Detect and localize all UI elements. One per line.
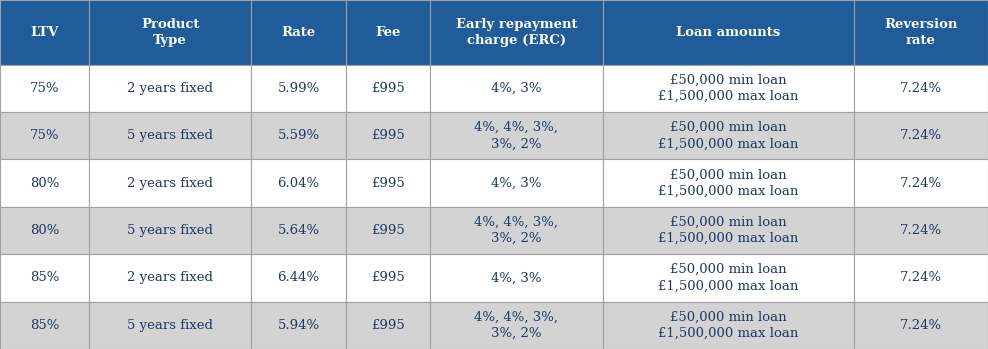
Text: 4%, 3%: 4%, 3%	[491, 177, 541, 190]
Bar	[89, 254, 251, 302]
Bar	[251, 65, 346, 112]
Bar	[251, 207, 346, 254]
Text: £995: £995	[371, 272, 405, 284]
Text: 75%: 75%	[30, 129, 59, 142]
Bar	[0, 112, 89, 159]
Bar	[0, 302, 89, 349]
Text: 5 years fixed: 5 years fixed	[127, 319, 213, 332]
Text: £995: £995	[371, 129, 405, 142]
Text: 6.44%: 6.44%	[278, 272, 320, 284]
Text: 5.99%: 5.99%	[278, 82, 320, 95]
Bar	[854, 112, 988, 159]
Bar	[346, 112, 430, 159]
Text: Loan amounts: Loan amounts	[677, 26, 781, 39]
Bar	[89, 112, 251, 159]
Bar	[603, 65, 854, 112]
Text: £50,000 min loan
£1,500,000 max loan: £50,000 min loan £1,500,000 max loan	[658, 121, 798, 150]
Text: Rate: Rate	[282, 26, 316, 39]
Bar	[251, 112, 346, 159]
Text: 6.04%: 6.04%	[278, 177, 320, 190]
Bar	[89, 65, 251, 112]
Bar	[430, 207, 603, 254]
Text: £50,000 min loan
£1,500,000 max loan: £50,000 min loan £1,500,000 max loan	[658, 216, 798, 245]
Bar	[251, 159, 346, 207]
Text: 7.24%: 7.24%	[900, 272, 943, 284]
Bar	[854, 302, 988, 349]
Bar	[854, 0, 988, 65]
Text: 2 years fixed: 2 years fixed	[127, 177, 213, 190]
Bar	[346, 207, 430, 254]
Text: 5.64%: 5.64%	[278, 224, 320, 237]
Bar	[854, 159, 988, 207]
Bar	[603, 207, 854, 254]
Text: 4%, 3%: 4%, 3%	[491, 272, 541, 284]
Bar	[0, 254, 89, 302]
Text: 7.24%: 7.24%	[900, 129, 943, 142]
Text: 7.24%: 7.24%	[900, 319, 943, 332]
Bar	[346, 65, 430, 112]
Bar	[89, 207, 251, 254]
Text: 4%, 4%, 3%,
3%, 2%: 4%, 4%, 3%, 3%, 2%	[474, 121, 558, 150]
Text: 7.24%: 7.24%	[900, 82, 943, 95]
Bar	[0, 0, 89, 65]
Text: £995: £995	[371, 319, 405, 332]
Text: £995: £995	[371, 82, 405, 95]
Text: Product
Type: Product Type	[141, 17, 200, 47]
Bar	[854, 65, 988, 112]
Bar	[430, 254, 603, 302]
Bar	[0, 207, 89, 254]
Bar	[430, 65, 603, 112]
Bar	[0, 159, 89, 207]
Bar	[603, 302, 854, 349]
Bar	[0, 65, 89, 112]
Bar	[430, 112, 603, 159]
Bar	[854, 254, 988, 302]
Text: 5 years fixed: 5 years fixed	[127, 129, 213, 142]
Text: Fee: Fee	[375, 26, 400, 39]
Bar	[346, 0, 430, 65]
Text: £50,000 min loan
£1,500,000 max loan: £50,000 min loan £1,500,000 max loan	[658, 168, 798, 198]
Text: 80%: 80%	[30, 177, 59, 190]
Text: 4%, 4%, 3%,
3%, 2%: 4%, 4%, 3%, 3%, 2%	[474, 216, 558, 245]
Text: 7.24%: 7.24%	[900, 177, 943, 190]
Bar	[603, 254, 854, 302]
Text: 85%: 85%	[30, 272, 59, 284]
Bar	[251, 0, 346, 65]
Bar	[346, 159, 430, 207]
Bar	[89, 159, 251, 207]
Text: £50,000 min loan
£1,500,000 max loan: £50,000 min loan £1,500,000 max loan	[658, 74, 798, 103]
Bar	[430, 159, 603, 207]
Text: 85%: 85%	[30, 319, 59, 332]
Bar	[251, 254, 346, 302]
Text: £995: £995	[371, 177, 405, 190]
Bar	[346, 302, 430, 349]
Bar	[346, 254, 430, 302]
Text: Reversion
rate: Reversion rate	[884, 17, 957, 47]
Text: 5.59%: 5.59%	[278, 129, 320, 142]
Bar	[89, 0, 251, 65]
Bar	[603, 159, 854, 207]
Text: £50,000 min loan
£1,500,000 max loan: £50,000 min loan £1,500,000 max loan	[658, 311, 798, 340]
Bar	[603, 0, 854, 65]
Text: £50,000 min loan
£1,500,000 max loan: £50,000 min loan £1,500,000 max loan	[658, 263, 798, 293]
Text: 2 years fixed: 2 years fixed	[127, 82, 213, 95]
Bar	[603, 112, 854, 159]
Text: Early repayment
charge (ERC): Early repayment charge (ERC)	[455, 17, 577, 47]
Text: 2 years fixed: 2 years fixed	[127, 272, 213, 284]
Text: 80%: 80%	[30, 224, 59, 237]
Text: LTV: LTV	[31, 26, 58, 39]
Text: 5.94%: 5.94%	[278, 319, 320, 332]
Bar	[430, 0, 603, 65]
Bar	[251, 302, 346, 349]
Text: £995: £995	[371, 224, 405, 237]
Bar	[430, 302, 603, 349]
Text: 4%, 4%, 3%,
3%, 2%: 4%, 4%, 3%, 3%, 2%	[474, 311, 558, 340]
Bar	[854, 207, 988, 254]
Text: 7.24%: 7.24%	[900, 224, 943, 237]
Text: 75%: 75%	[30, 82, 59, 95]
Text: 4%, 3%: 4%, 3%	[491, 82, 541, 95]
Bar	[89, 302, 251, 349]
Text: 5 years fixed: 5 years fixed	[127, 224, 213, 237]
